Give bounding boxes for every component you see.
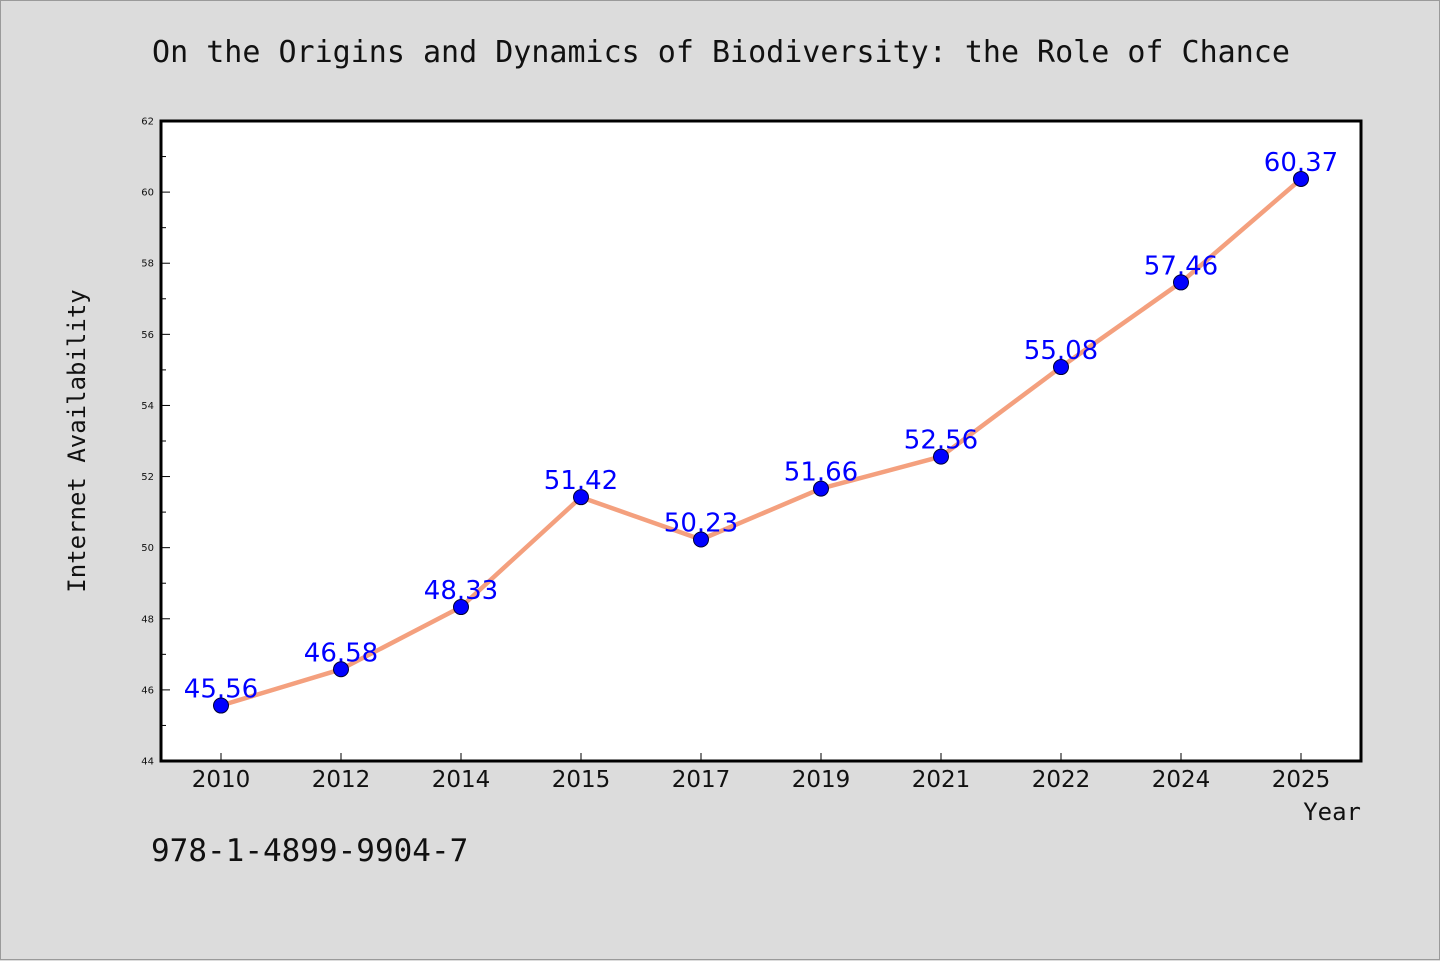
- x-tick-label: 2022: [1032, 767, 1091, 793]
- data-point: [813, 480, 829, 497]
- data-value-label: 52.56: [904, 426, 978, 456]
- chart-title: On the Origins and Dynamics of Biodivers…: [152, 35, 1290, 70]
- y-tick-label: 52: [141, 472, 154, 483]
- data-point: [1173, 274, 1189, 291]
- x-tick-label: 2019: [792, 767, 851, 793]
- data-point: [933, 448, 949, 465]
- y-tick-label: 54: [141, 401, 154, 412]
- y-tick-label: 50: [141, 543, 154, 554]
- series-line: [218, 176, 1304, 708]
- data-point: [213, 697, 229, 714]
- y-tick-label: 60: [141, 188, 154, 199]
- y-tick-label: 58: [141, 259, 154, 270]
- data-point: [333, 661, 349, 678]
- plot-frame: [159, 119, 1363, 763]
- y-tick-label: 44: [141, 757, 154, 768]
- x-tick-label: 2017: [672, 767, 731, 793]
- y-axis-ticks: 44 46 48 50 52 54 56 58 60 62: [141, 117, 170, 768]
- data-point: [453, 599, 469, 616]
- isbn-label: 978-1-4899-9904-7: [151, 833, 469, 869]
- y-tick-label: 62: [141, 117, 154, 128]
- x-tick-label: 2025: [1272, 767, 1331, 793]
- data-labels: 45.56 46.58 48.33 51.42 50.23 51.66 52.56 55.08…: [184, 148, 1338, 705]
- data-value-label: 51.66: [784, 458, 858, 488]
- x-tick-label: 2021: [912, 767, 971, 793]
- y-tick-label: 48: [141, 614, 154, 625]
- data-value-label: 60.37: [1264, 148, 1338, 178]
- y-tick-label: 46: [141, 685, 154, 696]
- data-point: [573, 489, 589, 506]
- data-value-label: 45.56: [184, 675, 258, 705]
- data-value-label: 51.42: [544, 466, 618, 496]
- data-value-label: 57.46: [1144, 251, 1218, 281]
- data-value-label: 55.08: [1024, 336, 1098, 366]
- data-point: [1053, 359, 1069, 376]
- series-markers: [213, 170, 1309, 714]
- x-tick-label: 2012: [312, 767, 371, 793]
- x-tick-label: 2024: [1152, 767, 1211, 793]
- y-tick-label: 56: [141, 330, 154, 341]
- x-tick-label: 2010: [192, 767, 251, 793]
- data-point: [1293, 170, 1309, 187]
- y-axis-label: Internet Availability: [63, 289, 91, 592]
- x-axis-ticks: 2010 2012 2014 2015 2017 2019 2021 2022 2024 2025: [192, 753, 1331, 793]
- plot-area: [161, 121, 1361, 761]
- data-value-label: 50.23: [664, 508, 738, 538]
- data-point: [693, 531, 709, 548]
- data-value-label: 46.58: [304, 638, 378, 668]
- x-tick-label: 2015: [552, 767, 611, 793]
- x-tick-label: 2014: [432, 767, 491, 793]
- data-value-label: 48.33: [424, 576, 498, 606]
- x-axis-label: Year: [1303, 798, 1361, 826]
